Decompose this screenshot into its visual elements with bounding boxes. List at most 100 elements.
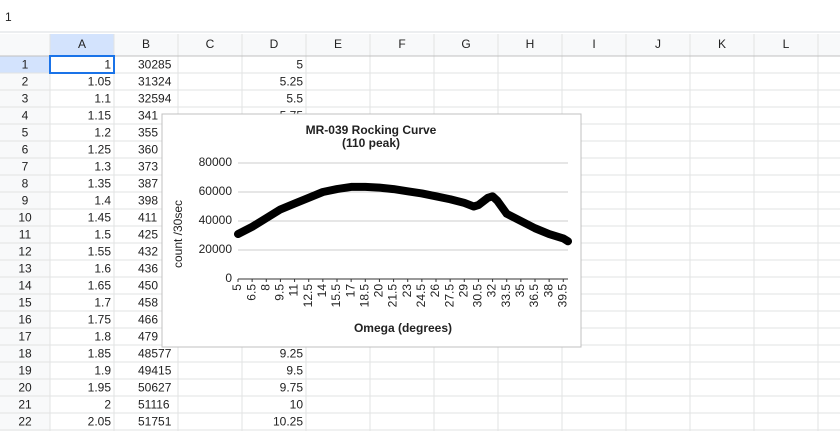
cell[interactable]: 51116 — [138, 398, 170, 412]
cell[interactable]: 479 — [138, 330, 158, 344]
x-tick-label: 24.5 — [414, 284, 428, 308]
column-header[interactable]: I — [592, 37, 595, 51]
row-header[interactable]: 20 — [18, 381, 32, 395]
column-header[interactable]: B — [142, 37, 150, 51]
row-header[interactable]: 16 — [18, 313, 32, 327]
row-header[interactable]: 1 — [22, 58, 29, 72]
cell[interactable]: 48577 — [138, 347, 172, 361]
column-header[interactable]: K — [718, 37, 726, 51]
row-header[interactable]: 13 — [18, 262, 32, 276]
cell[interactable]: 9.75 — [280, 381, 304, 395]
cell[interactable]: 458 — [138, 296, 158, 310]
column-header[interactable]: C — [206, 37, 215, 51]
row-header[interactable]: 9 — [22, 194, 29, 208]
x-tick-label: 12.5 — [301, 284, 315, 308]
cell[interactable]: 1.5 — [94, 228, 111, 242]
x-tick-label: 38 — [541, 284, 555, 298]
x-tick-label: 39.5 — [555, 284, 569, 308]
column-header[interactable]: E — [334, 37, 342, 51]
chart[interactable]: MR-039 Rocking Curve(110 peak) Omega (deg… — [161, 113, 582, 348]
cell[interactable]: 1.85 — [88, 347, 112, 361]
cell[interactable]: 10.25 — [273, 415, 303, 429]
cell[interactable]: 2 — [104, 398, 111, 412]
cell[interactable]: 51751 — [138, 415, 172, 429]
row-header[interactable]: 19 — [18, 364, 32, 378]
column-header[interactable]: L — [783, 37, 790, 51]
cell[interactable]: 355 — [138, 126, 158, 140]
cell[interactable]: 1.8 — [94, 330, 111, 344]
cell[interactable]: 466 — [138, 313, 158, 327]
cell[interactable]: 450 — [138, 279, 158, 293]
cell[interactable]: 1.4 — [94, 194, 111, 208]
cell[interactable]: 10 — [290, 398, 304, 412]
cell[interactable]: 32594 — [138, 92, 172, 106]
row-header[interactable]: 15 — [18, 296, 32, 310]
cell[interactable]: 5.5 — [286, 92, 303, 106]
row-header[interactable]: 7 — [22, 160, 29, 174]
cell[interactable]: 31324 — [138, 75, 172, 89]
row-header[interactable]: 5 — [22, 126, 29, 140]
column-header[interactable]: G — [461, 37, 470, 51]
row-header[interactable]: 3 — [22, 92, 29, 106]
cell[interactable]: 1.95 — [88, 381, 112, 395]
row-header[interactable]: 4 — [22, 109, 29, 123]
header-bg — [0, 34, 840, 56]
cell[interactable]: 1.9 — [94, 364, 111, 378]
cell[interactable]: 1.75 — [88, 313, 112, 327]
column-header[interactable]: A — [78, 37, 86, 51]
column-header[interactable]: F — [398, 37, 405, 51]
cell[interactable]: 1 — [104, 58, 111, 72]
cell[interactable]: 49415 — [138, 364, 172, 378]
cell[interactable]: 425 — [138, 228, 158, 242]
row-header[interactable]: 10 — [18, 211, 32, 225]
cell[interactable]: 411 — [138, 211, 157, 225]
row-header[interactable]: 22 — [18, 415, 32, 429]
column-header[interactable]: J — [655, 37, 661, 51]
row-header[interactable]: 18 — [18, 347, 32, 361]
row-header[interactable]: 14 — [18, 279, 32, 293]
column-header[interactable]: H — [526, 37, 535, 51]
cell[interactable]: 1.45 — [88, 211, 112, 225]
row-header[interactable]: 12 — [18, 245, 32, 259]
chart-title: MR-039 Rocking Curve — [306, 123, 437, 137]
cell[interactable]: 9.5 — [286, 364, 303, 378]
cell[interactable]: 436 — [138, 262, 158, 276]
row-header[interactable]: 6 — [22, 143, 29, 157]
cell[interactable]: 5 — [296, 58, 303, 72]
row-header[interactable]: 11 — [19, 228, 32, 242]
cell[interactable]: 1.05 — [88, 75, 112, 89]
x-tick-label: 32 — [485, 284, 499, 298]
x-tick-label: 36.5 — [527, 284, 541, 308]
cell[interactable]: 50627 — [138, 381, 172, 395]
formula-bar[interactable]: 1 — [5, 10, 12, 24]
cell[interactable]: 30285 — [138, 58, 172, 72]
y-axis-label: count /30sec — [171, 200, 185, 268]
cell[interactable]: 1.1 — [94, 92, 111, 106]
cell[interactable]: 1.7 — [94, 296, 111, 310]
cell[interactable]: 1.2 — [94, 126, 111, 140]
cell[interactable]: 398 — [138, 194, 158, 208]
column-header[interactable]: D — [270, 37, 279, 51]
cell[interactable]: 1.55 — [88, 245, 112, 259]
cell[interactable]: 1.15 — [88, 109, 112, 123]
cell[interactable]: 9.25 — [280, 347, 304, 361]
cell[interactable]: 5.25 — [280, 75, 304, 89]
cell[interactable]: 1.6 — [94, 262, 111, 276]
cell[interactable]: 432 — [138, 245, 158, 259]
row-header[interactable]: 2 — [22, 75, 29, 89]
cell[interactable]: 1.25 — [88, 143, 112, 157]
cell[interactable]: 360 — [138, 143, 158, 157]
row-header[interactable]: 8 — [22, 177, 29, 191]
cell[interactable]: 387 — [138, 177, 158, 191]
row-header[interactable]: 17 — [18, 330, 32, 344]
cell[interactable]: 341 — [138, 109, 158, 123]
x-tick-label: 23 — [400, 284, 414, 298]
cell[interactable]: 373 — [138, 160, 158, 174]
y-tick-label: 20000 — [199, 242, 233, 256]
cell[interactable]: 2.05 — [88, 415, 112, 429]
cell[interactable]: 1.65 — [88, 279, 112, 293]
row-header[interactable]: 21 — [18, 398, 32, 412]
cell[interactable]: 1.35 — [88, 177, 112, 191]
x-tick-label: 17 — [343, 284, 357, 298]
cell[interactable]: 1.3 — [94, 160, 111, 174]
